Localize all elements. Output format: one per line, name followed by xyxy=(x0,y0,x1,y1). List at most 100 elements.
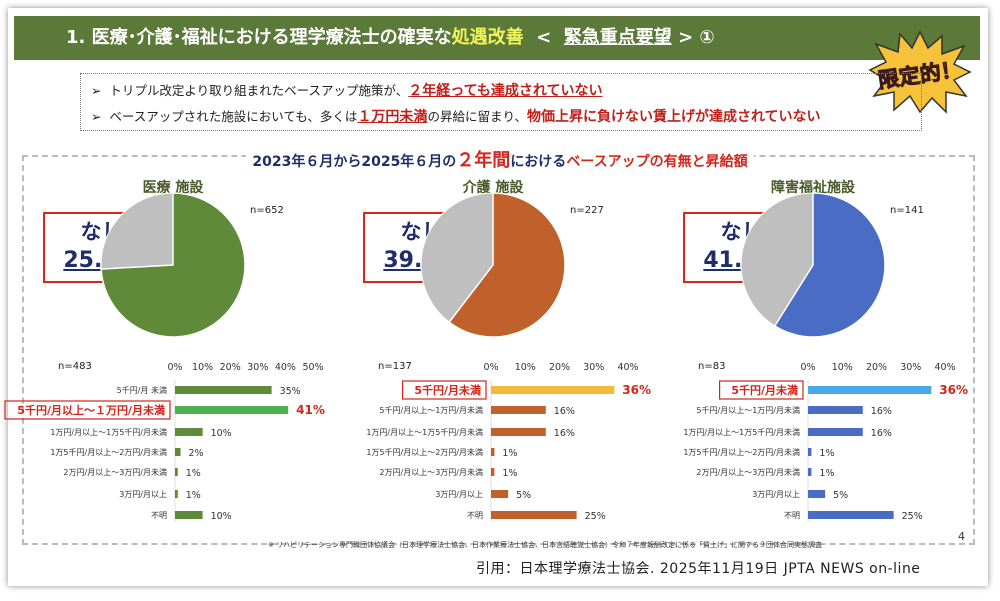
bar-sample-size: n=483 xyxy=(58,361,92,372)
bar xyxy=(808,386,932,394)
bar-value-label: 5% xyxy=(516,490,531,501)
bar xyxy=(491,386,615,394)
section-title: 介護 施設 xyxy=(462,180,524,196)
bar-value-label: 25% xyxy=(585,511,606,522)
bar-category-label: 1万5千円/月以上～2万円/月未満 xyxy=(366,447,483,457)
bar-category-label: 1万5千円/月以上～2万円/月未満 xyxy=(683,447,800,457)
bar xyxy=(491,406,546,414)
bar-category-label: 2万円/月以上～3万円/月未満 xyxy=(696,467,800,477)
bar-sample-size: n=83 xyxy=(698,361,726,372)
bar-value-label: 35% xyxy=(280,386,301,397)
pie-sample-size: n=227 xyxy=(570,205,604,216)
bar-category-label: 3万円/月以上 xyxy=(752,490,800,499)
bar-value-label: 16% xyxy=(871,428,892,439)
bar-category-label: 5千円/月以上～1万円/月未満 xyxy=(696,405,800,415)
pie-slice-yes xyxy=(448,192,566,338)
axis-tick-label: 20% xyxy=(549,362,570,373)
bar-category-label: 2万円/月以上～3万円/月未満 xyxy=(63,467,167,477)
bar-category-label: 不明 xyxy=(467,511,483,520)
bar xyxy=(808,468,812,476)
bar-value-label: 1% xyxy=(819,468,834,479)
subtitle-part: 2023年６月から2025年６月の xyxy=(252,154,457,170)
bar-value-label: 1% xyxy=(186,468,201,479)
section-title: 医療 施設 xyxy=(142,180,204,196)
bar xyxy=(808,448,812,456)
bar-category-label: 5千円/月 未満 xyxy=(117,385,167,395)
bar-value-label: 41% xyxy=(296,403,325,417)
bar xyxy=(175,448,181,456)
axis-tick-label: 10% xyxy=(192,362,213,373)
bar-value-label: 5% xyxy=(833,490,848,501)
title-bracket: < xyxy=(523,27,564,48)
axis-tick-label: 20% xyxy=(220,362,241,373)
bar-value-label: 1% xyxy=(186,490,201,501)
bar-value-label: 10% xyxy=(211,511,232,522)
bar-category-label: 1万円/月以上～1万5千円/月未満 xyxy=(683,427,800,437)
pie-slice-yes xyxy=(100,192,246,338)
section-title: 障害福祉施設 xyxy=(771,180,855,196)
title-highlight: 処遇改善 xyxy=(451,27,524,48)
panel-subtitle: 2023年６月から2025年６月の２年間におけるベースアップの有無と昇給額 xyxy=(0,146,1000,172)
bar xyxy=(175,428,203,436)
bar xyxy=(175,406,289,414)
bar xyxy=(808,511,894,519)
title-text: 1. 医療･介護･福祉における理学療法士の確実な xyxy=(66,27,452,48)
axis-tick-label: 40% xyxy=(934,362,955,373)
axis-tick-label: 10% xyxy=(832,362,853,373)
subtitle-part: ベースアップの有無と昇給額 xyxy=(566,154,748,170)
title-underlined: 緊急重点要望 xyxy=(563,27,672,48)
point-emphasis: ２年経っても達成されていない xyxy=(408,83,603,99)
bar-sample-size: n=137 xyxy=(378,361,412,372)
bar-category-label: 不明 xyxy=(151,511,167,520)
bar-category-label: 3万円/月以上 xyxy=(435,490,483,499)
point-text: ベースアップされた施設においても、多くは xyxy=(109,109,358,124)
page-number: 4 xyxy=(958,530,965,543)
bar-value-label: 1% xyxy=(819,448,834,459)
footnote: ※ リハビリテーション専門職団体協議会（日本理学療法士協会、日本作業療法士協会、… xyxy=(268,541,822,549)
bar-value-label: 1% xyxy=(502,448,517,459)
bar-category-label: 5千円/月以上～１万円/月未満 xyxy=(17,403,165,417)
starburst-badge-icon: 限定的！ xyxy=(868,30,972,114)
axis-tick-label: 10% xyxy=(515,362,536,373)
bar-value-label: 2% xyxy=(189,448,204,459)
bar xyxy=(175,490,178,498)
bar xyxy=(491,490,509,498)
point-2: ➢ ベースアップされた施設においても、多くは１万円未満の昇給に留まり、物価上昇に… xyxy=(91,109,821,125)
bar xyxy=(491,511,577,519)
bar-category-label: 1万5千円/月以上～2万円/月未満 xyxy=(50,447,167,457)
point-1: ➢ トリプル改定より取り組まれたベースアップ施策が、２年経っても達成されていない xyxy=(91,83,603,99)
subtitle-part: における xyxy=(510,154,567,170)
key-points-box: ➢ トリプル改定より取り組まれたベースアップ施策が、２年経っても達成されていない… xyxy=(80,73,922,131)
axis-tick-label: 0% xyxy=(483,362,498,373)
bar-category-label: 5千円/月未満 xyxy=(731,383,798,397)
title-suffix: > ① xyxy=(671,27,715,48)
point-text: の昇給に留まり、 xyxy=(427,109,527,124)
axis-tick-label: 30% xyxy=(583,362,604,373)
bar xyxy=(491,468,495,476)
axis-tick-label: 30% xyxy=(900,362,921,373)
bar-category-label: 1万円/月以上～1万5千円/月未満 xyxy=(366,427,483,437)
bar-category-label: 3万円/月以上 xyxy=(119,490,167,499)
highlight-box xyxy=(402,380,487,400)
point-emphasis: １万円未満 xyxy=(357,109,428,125)
bar-category-label: 2万円/月以上～3万円/月未満 xyxy=(379,467,483,477)
bar-category-label: 1万円/月以上～1万5千円/月未満 xyxy=(50,427,167,437)
axis-tick-label: 40% xyxy=(617,362,638,373)
bar xyxy=(175,386,272,394)
bar-value-label: 36% xyxy=(939,383,968,397)
pie-sample-size: n=652 xyxy=(250,205,284,216)
bar-value-label: 10% xyxy=(211,428,232,439)
axis-tick-label: 20% xyxy=(866,362,887,373)
citation: 引用：日本理学療法士協会. 2025年11月19日 JPTA NEWS on-l… xyxy=(476,561,921,577)
pie-slice-yes xyxy=(773,192,886,338)
bar-value-label: 16% xyxy=(871,406,892,417)
axis-tick-label: 0% xyxy=(800,362,815,373)
bar-value-label: 25% xyxy=(902,511,923,522)
bar xyxy=(808,406,863,414)
bar-value-label: 16% xyxy=(554,406,575,417)
bar-category-label: 不明 xyxy=(784,511,800,520)
subtitle-part: ２年間 xyxy=(456,150,511,171)
axis-tick-label: 40% xyxy=(275,362,296,373)
axis-tick-label: 50% xyxy=(302,362,323,373)
